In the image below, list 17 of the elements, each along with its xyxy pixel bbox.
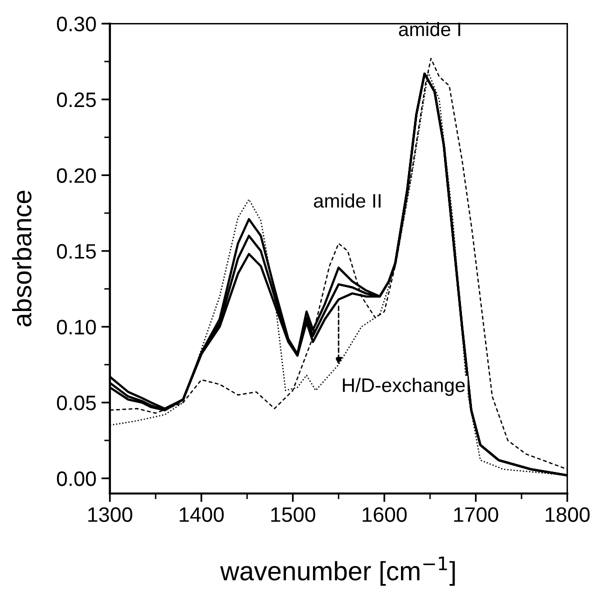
y-tick-label: 0.05 xyxy=(56,396,96,410)
y-tick-label: 0.10 xyxy=(56,320,96,335)
y-tick-label: 0.00 xyxy=(56,471,96,486)
x-tick-label: 1500 xyxy=(271,507,316,522)
annotation: amide II xyxy=(314,193,381,208)
y-tick-label: 0.15 xyxy=(56,244,96,259)
x-tick-label: 1400 xyxy=(180,507,224,522)
x-tick-label: 1300 xyxy=(88,507,132,522)
x-tick-label: 1600 xyxy=(362,507,407,522)
y-tick-label: 0.30 xyxy=(56,16,96,32)
y-tick-label: 0.25 xyxy=(56,92,96,108)
x-tick-label: 1800 xyxy=(546,507,590,522)
y-axis-title: absorbance xyxy=(12,190,32,326)
y-tick-label: 0.20 xyxy=(56,168,96,183)
x-tick-label: 1700 xyxy=(454,507,498,522)
annotation: H/D-exchange xyxy=(342,378,465,396)
x-axis-title: wavenumber [cm$^{−1}$] xyxy=(220,556,455,586)
